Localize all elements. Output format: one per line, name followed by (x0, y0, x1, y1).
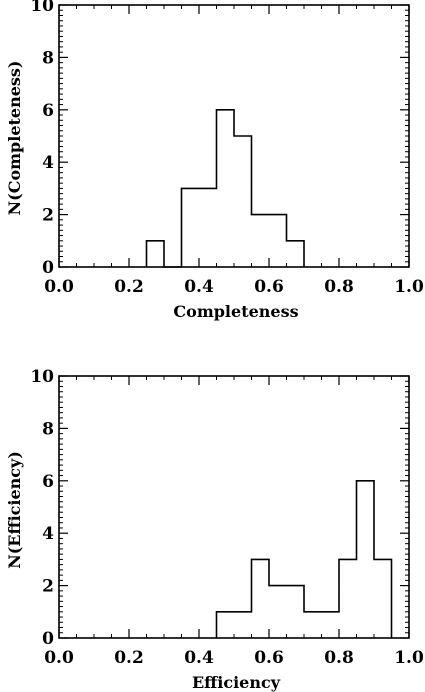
x-tick-label: 0.6 (254, 277, 284, 297)
histogram-bin (234, 612, 252, 638)
x-tick-label: 0.4 (184, 277, 214, 297)
histogram-bin (217, 110, 235, 267)
histogram-bin (304, 612, 322, 638)
histogram-bin (234, 136, 252, 267)
histogram-bin (322, 612, 340, 638)
x-tick-label: 1.0 (394, 277, 424, 297)
histogram-outline (145, 109, 305, 268)
histogram-bin (252, 559, 270, 638)
y-tick-label: 0 (42, 629, 54, 649)
y-tick-label: 10 (30, 367, 54, 387)
x-tick-label: 1.0 (394, 648, 424, 668)
y-tick-label: 6 (42, 101, 54, 121)
y-tick-label: 0 (42, 258, 54, 278)
x-tick-label: 0.6 (254, 648, 284, 668)
histogram-outline (215, 480, 393, 638)
x-tick-label: 0.2 (114, 648, 144, 668)
y-tick-label: 10 (30, 0, 54, 16)
x-axis-label: Completeness (173, 302, 298, 321)
histogram-bin (182, 188, 200, 267)
histogram-bin (374, 559, 392, 638)
x-tick-label: 0.8 (324, 648, 354, 668)
histogram-bin (287, 241, 305, 267)
histogram-bin (339, 559, 357, 638)
x-tick-label: 0.0 (44, 277, 74, 297)
x-tick-label: 0.2 (114, 277, 144, 297)
y-tick-label: 4 (42, 153, 54, 173)
histogram-bin (269, 215, 287, 267)
y-axis-label: N(Efficiency) (5, 451, 24, 569)
completeness-histogram-panel: Completeness N(Completeness) 0.0 0.2 0.4 0.… (5, 0, 424, 321)
y-tick-label: 6 (42, 472, 54, 492)
histogram-bin (199, 188, 217, 267)
x-tick-label: 0.4 (184, 648, 214, 668)
histogram-bin (217, 612, 235, 638)
x-tick-label: 0.8 (324, 277, 354, 297)
y-tick-label: 8 (42, 419, 54, 439)
x-axis-label: Efficiency (192, 673, 281, 692)
histogram-bin (147, 241, 165, 267)
histogram-bin (269, 586, 287, 638)
y-tick-label: 8 (42, 48, 54, 68)
histogram-bin (287, 586, 305, 638)
y-axis-label: N(Completeness) (5, 61, 24, 216)
y-tick-label: 2 (42, 206, 54, 226)
histogram-bin (252, 215, 270, 267)
efficiency-histogram-panel: Efficiency N(Efficiency) 0.0 0.2 0.4 0.6 0.8… (5, 367, 424, 692)
histogram-bin (357, 481, 375, 638)
y-tick-label: 2 (42, 577, 54, 597)
x-tick-label: 0.0 (44, 648, 74, 668)
y-tick-label: 4 (42, 524, 54, 544)
